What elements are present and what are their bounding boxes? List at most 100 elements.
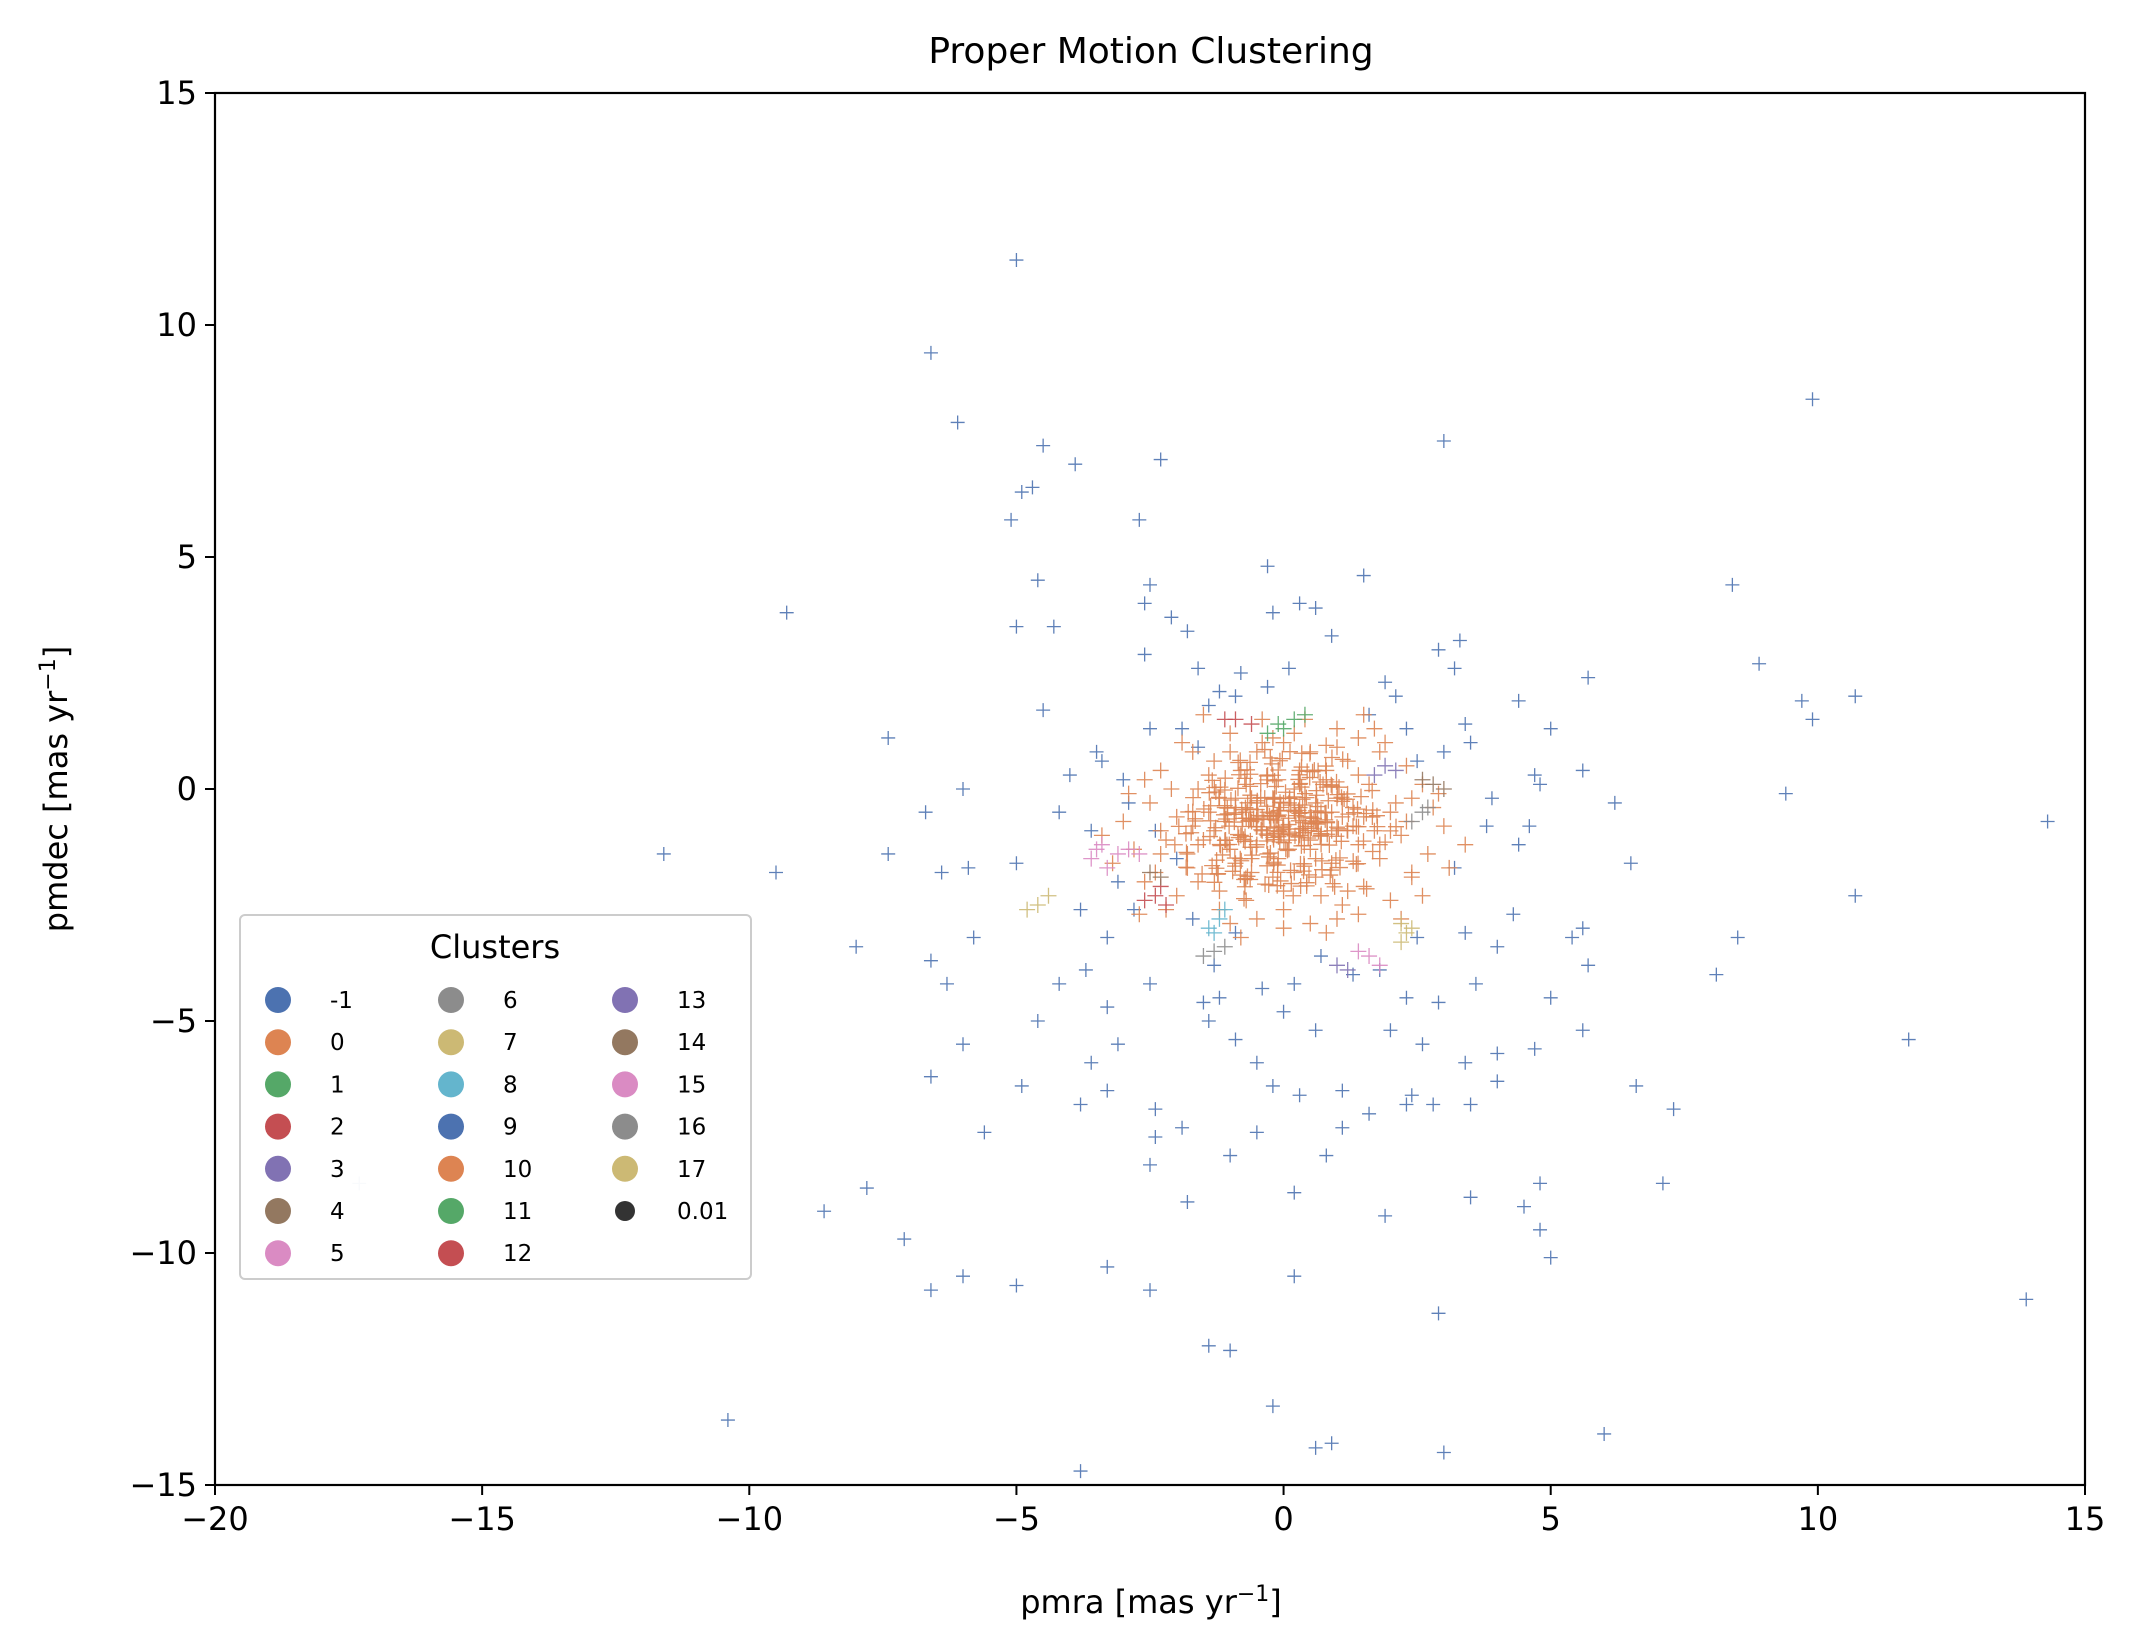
data-point (1136, 771, 1153, 788)
data-point (1581, 958, 1596, 973)
data-point (934, 865, 949, 880)
legend-marker (438, 1029, 464, 1056)
x-tick-label: −5 (993, 1500, 1040, 1538)
data-point (1116, 772, 1131, 787)
data-point (1265, 829, 1282, 846)
data-point (1352, 788, 1369, 805)
data-point (1216, 799, 1233, 816)
data-point (1179, 859, 1196, 876)
data-point (1207, 958, 1222, 973)
data-point (1366, 767, 1383, 784)
data-point (1083, 850, 1100, 867)
data-point (1009, 856, 1024, 871)
data-point (2040, 814, 2055, 829)
data-point (1805, 392, 1820, 407)
data-point (1399, 990, 1414, 1005)
data-point (1335, 1120, 1350, 1135)
x-tick-label: 0 (1273, 1500, 1293, 1538)
data-point (1330, 820, 1347, 837)
data-point (1252, 775, 1269, 792)
data-point (1248, 818, 1265, 835)
data-point (1143, 577, 1157, 592)
data-point (1115, 813, 1132, 830)
data-point (1232, 762, 1249, 779)
data-point (1248, 743, 1265, 760)
data-point (1447, 661, 1462, 676)
data-point (1348, 856, 1365, 873)
data-point (1152, 869, 1169, 886)
legend-marker (265, 987, 291, 1013)
legend-label: 7 (503, 1030, 518, 1056)
legend-label: 1 (330, 1072, 345, 1098)
data-point (1436, 1445, 1451, 1460)
data-point (1211, 883, 1228, 900)
data-point (1152, 822, 1169, 839)
data-point (881, 846, 896, 861)
data-point (817, 1204, 832, 1219)
data-point (1308, 1023, 1323, 1038)
data-point (1301, 769, 1318, 786)
data-point (1099, 859, 1116, 876)
data-point (1308, 816, 1325, 833)
legend-label: 13 (677, 988, 706, 1014)
legend: Clusters -1012345678910111213141516170.0… (239, 914, 752, 1280)
data-point (720, 1413, 735, 1428)
data-point (1778, 786, 1793, 801)
data-point (1458, 925, 1473, 940)
data-point (1286, 788, 1303, 805)
data-point (1265, 1399, 1280, 1414)
data-point (923, 1283, 938, 1298)
data-point (1191, 661, 1206, 676)
data-point (1185, 789, 1202, 806)
data-point (1298, 789, 1315, 806)
data-point (1335, 1083, 1350, 1098)
data-point (1170, 818, 1187, 835)
data-point (1295, 855, 1312, 872)
data-point (1195, 948, 1212, 965)
data-point (1190, 873, 1207, 890)
legend-marker (265, 1198, 291, 1224)
data-point (1329, 786, 1346, 803)
x-tick-label: −10 (716, 1500, 784, 1538)
data-point (1195, 706, 1212, 723)
x-axis-label: pmra [mas yr−1] (1020, 1582, 1282, 1621)
data-point (1265, 791, 1282, 808)
data-point (1238, 892, 1255, 909)
legend-marker (612, 1113, 638, 1140)
data-point (1388, 689, 1403, 704)
data-point (1137, 647, 1152, 662)
data-point (1287, 976, 1302, 991)
data-point (939, 976, 954, 991)
data-point (1320, 792, 1337, 809)
data-point (1290, 829, 1307, 846)
data-point (1361, 948, 1378, 965)
legend-marker (438, 1113, 464, 1140)
data-point (1206, 924, 1223, 941)
data-point (1285, 887, 1302, 904)
data-point (977, 1125, 992, 1140)
legend-marker (438, 1155, 464, 1182)
data-point (1350, 906, 1367, 923)
data-point (1271, 833, 1288, 850)
data-point (1565, 930, 1580, 945)
data-point (1257, 876, 1274, 893)
data-point (1142, 794, 1158, 811)
data-point (1324, 1436, 1339, 1451)
data-point (1292, 596, 1307, 611)
data-point (1136, 892, 1153, 909)
data-point (1223, 1343, 1238, 1358)
data-point (923, 345, 938, 360)
data-point (1163, 781, 1180, 797)
data-point (1527, 1041, 1542, 1056)
data-point (1143, 721, 1157, 736)
data-point (1109, 845, 1126, 862)
data-point (1355, 878, 1372, 895)
plot-marks (352, 253, 2055, 1479)
data-point (956, 1269, 970, 1284)
data-point (1323, 776, 1340, 793)
data-point (1348, 818, 1365, 835)
data-point (1324, 628, 1339, 643)
data-point (1350, 767, 1367, 784)
data-point (1187, 813, 1204, 830)
